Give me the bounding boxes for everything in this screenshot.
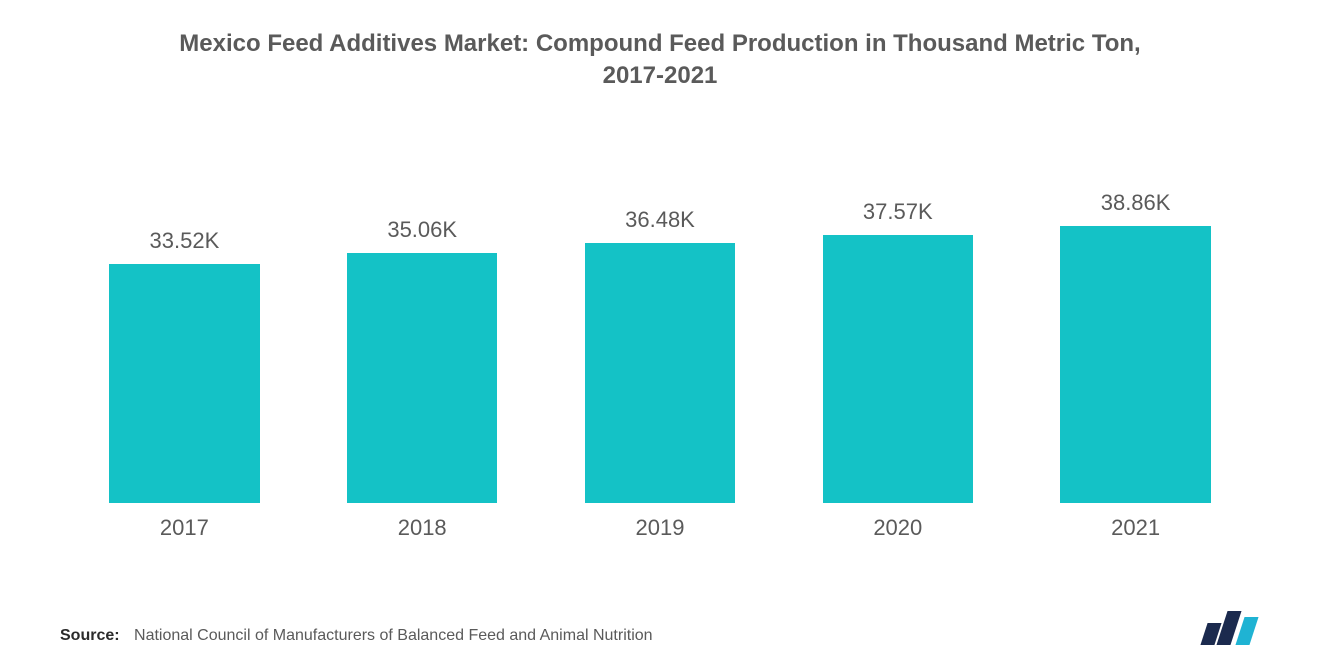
bar-value-label: 36.48K <box>625 207 695 233</box>
bar-group: 36.48K <box>556 207 765 503</box>
chart-title: Mexico Feed Additives Market: Compound F… <box>160 28 1160 93</box>
source-text: National Council of Manufacturers of Bal… <box>134 627 653 644</box>
bar-group: 35.06K <box>318 217 527 503</box>
title-line-1: Mexico Feed Additives Market: Compound F… <box>179 30 1140 57</box>
x-axis-label: 2019 <box>556 515 765 541</box>
bar <box>347 253 497 503</box>
bar-value-label: 38.86K <box>1101 190 1171 216</box>
source-line: Source: National Council of Manufacturer… <box>60 627 653 645</box>
title-line-2: 2017-2021 <box>603 62 718 89</box>
bar-group: 37.57K <box>793 199 1002 503</box>
x-axis-label: 2020 <box>793 515 1002 541</box>
x-axis-labels: 2017 2018 2019 2020 2021 <box>60 503 1260 541</box>
bar <box>585 243 735 503</box>
bar-value-label: 37.57K <box>863 199 933 225</box>
bar <box>109 264 259 503</box>
bar-group: 33.52K <box>80 228 289 503</box>
mordor-intelligence-logo-icon <box>1202 607 1260 645</box>
footer: Source: National Council of Manufacturer… <box>60 607 1260 645</box>
x-axis-label: 2017 <box>80 515 289 541</box>
bar-value-label: 33.52K <box>150 228 220 254</box>
source-label: Source: <box>60 627 120 644</box>
bar-chart: 33.52K 35.06K 36.48K 37.57K 38.86K <box>60 173 1260 503</box>
bar <box>1060 226 1210 503</box>
bar-value-label: 35.06K <box>387 217 457 243</box>
x-axis-label: 2018 <box>318 515 527 541</box>
bar-group: 38.86K <box>1031 190 1240 503</box>
x-axis-label: 2021 <box>1031 515 1240 541</box>
bar <box>823 235 973 503</box>
